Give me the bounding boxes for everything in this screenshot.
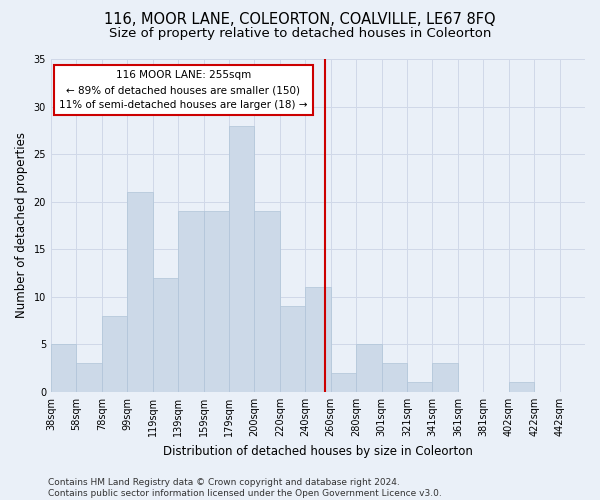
Bar bbox=[305, 288, 331, 392]
Bar bbox=[203, 211, 229, 392]
Bar bbox=[152, 278, 178, 392]
Bar bbox=[76, 364, 102, 392]
Text: Size of property relative to detached houses in Coleorton: Size of property relative to detached ho… bbox=[109, 28, 491, 40]
X-axis label: Distribution of detached houses by size in Coleorton: Distribution of detached houses by size … bbox=[163, 444, 473, 458]
Text: 116 MOOR LANE: 255sqm
← 89% of detached houses are smaller (150)
11% of semi-det: 116 MOOR LANE: 255sqm ← 89% of detached … bbox=[59, 70, 307, 110]
Bar bbox=[433, 364, 458, 392]
Bar bbox=[102, 316, 127, 392]
Bar bbox=[280, 306, 305, 392]
Bar bbox=[382, 364, 407, 392]
Y-axis label: Number of detached properties: Number of detached properties bbox=[15, 132, 28, 318]
Bar bbox=[127, 192, 152, 392]
Bar bbox=[509, 382, 534, 392]
Bar bbox=[51, 344, 76, 392]
Text: 116, MOOR LANE, COLEORTON, COALVILLE, LE67 8FQ: 116, MOOR LANE, COLEORTON, COALVILLE, LE… bbox=[104, 12, 496, 28]
Bar bbox=[356, 344, 382, 392]
Bar bbox=[407, 382, 433, 392]
Bar bbox=[254, 211, 280, 392]
Bar bbox=[229, 126, 254, 392]
Bar bbox=[178, 211, 203, 392]
Text: Contains HM Land Registry data © Crown copyright and database right 2024.
Contai: Contains HM Land Registry data © Crown c… bbox=[48, 478, 442, 498]
Bar bbox=[331, 373, 356, 392]
